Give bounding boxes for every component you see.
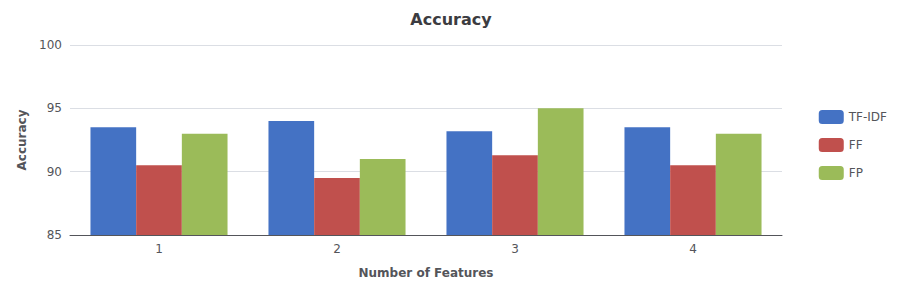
svg-text:FF: FF — [849, 138, 863, 152]
svg-text:Accuracy: Accuracy — [410, 10, 492, 29]
svg-text:3: 3 — [511, 242, 519, 256]
svg-text:1: 1 — [155, 242, 163, 256]
svg-text:90: 90 — [47, 165, 62, 179]
svg-text:100: 100 — [39, 38, 62, 52]
svg-text:FP: FP — [849, 166, 863, 180]
svg-text:85: 85 — [47, 228, 62, 242]
svg-text:95: 95 — [47, 101, 62, 115]
svg-text:4: 4 — [689, 242, 697, 256]
svg-text:Accuracy: Accuracy — [15, 109, 29, 170]
svg-text:2: 2 — [333, 242, 341, 256]
svg-text:TF-IDF: TF-IDF — [848, 110, 887, 124]
svg-text:Number of Features: Number of Features — [359, 266, 494, 280]
